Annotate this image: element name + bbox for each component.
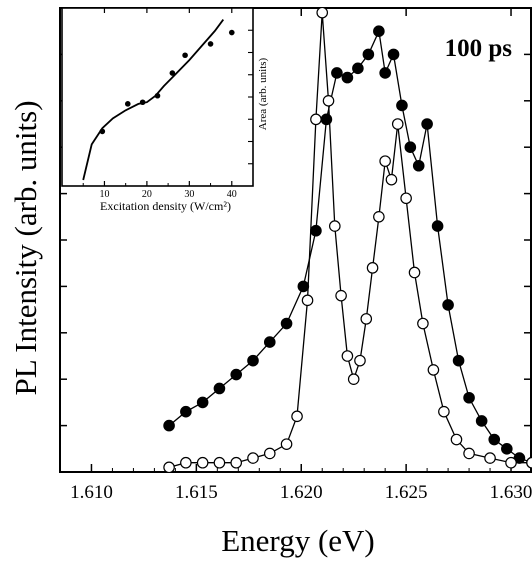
- filled-data-point: [488, 433, 501, 446]
- filled-data-point: [379, 67, 391, 79]
- inset-data-point: [124, 101, 131, 107]
- open-data-point: [335, 289, 347, 302]
- filled-data-point: [230, 368, 243, 381]
- inset-data-point: [207, 41, 214, 47]
- filled-data-point: [331, 67, 343, 79]
- filled-data-point: [362, 48, 375, 61]
- open-data-point: [526, 456, 532, 469]
- filled-data-point: [196, 396, 209, 409]
- open-data-point: [263, 447, 276, 460]
- filled-data-point: [310, 224, 322, 237]
- series-group: [163, 8, 532, 472]
- open-data-point: [329, 220, 341, 232]
- inset-data-point: [139, 99, 146, 106]
- panel-label: 100 ps: [445, 35, 513, 62]
- filled-data-point: [396, 99, 408, 112]
- open-data-point: [163, 461, 175, 472]
- inset-y-axis-title: Area (arb. units): [257, 57, 269, 130]
- open-data-point: [408, 266, 421, 279]
- open-data-point: [180, 456, 192, 469]
- open-data-point: [280, 438, 293, 450]
- filled-data-point: [501, 442, 513, 455]
- inset-data-point: [99, 128, 106, 135]
- open-data-point: [291, 410, 303, 423]
- open-data-point: [247, 452, 259, 464]
- open-data-point: [310, 113, 322, 126]
- filled-data-point: [421, 118, 433, 130]
- open-data-point: [373, 211, 385, 223]
- open-data-point: [385, 173, 398, 186]
- open-data-point: [450, 433, 463, 446]
- open-data-point: [379, 155, 391, 167]
- filled-data-point: [373, 25, 385, 37]
- filled-data-point: [431, 220, 444, 232]
- open-data-point: [213, 456, 226, 469]
- open-data-point: [400, 192, 412, 205]
- filled-data-point: [213, 382, 226, 395]
- open-data-point: [354, 354, 366, 367]
- filled-data-point: [404, 141, 417, 153]
- filled-data-point: [341, 71, 354, 84]
- filled-data-point: [297, 280, 310, 293]
- x-tick-label: 1.625: [385, 482, 428, 503]
- open-data-point: [341, 350, 354, 362]
- open-series-line: [168, 12, 532, 469]
- open-data-point: [347, 373, 360, 385]
- open-data-point: [196, 456, 209, 469]
- inset-data-point: [169, 70, 176, 76]
- filled-data-point: [442, 299, 454, 311]
- filled-data-point: [180, 405, 192, 418]
- x-axis-title: Energy (eV): [221, 523, 375, 558]
- open-data-point: [505, 456, 517, 469]
- inset-x-tick-label: 20: [142, 189, 152, 200]
- y-axis-title: PL Intensity (arb. units): [8, 100, 43, 395]
- filled-data-point: [163, 419, 175, 432]
- filled-data-point: [280, 317, 293, 330]
- main-plot: 1.610 1.615 1.620 1.625 1.630 Energy (eV) PL I…: [8, 7, 532, 558]
- open-data-point: [301, 294, 314, 307]
- inset-data-point: [154, 92, 161, 99]
- open-data-point: [427, 364, 440, 376]
- filled-data-point: [247, 354, 259, 367]
- inset-fit-line: [82, 19, 225, 181]
- filled-data-point: [452, 354, 465, 367]
- x-tick-label: 1.615: [175, 482, 218, 503]
- open-data-point: [417, 317, 429, 330]
- x-tick-label: 1.610: [70, 482, 113, 503]
- inset-data-point: [228, 29, 235, 36]
- inset-x-tick-label: 30: [184, 189, 194, 200]
- x-tick-label: 1.630: [490, 482, 532, 503]
- x-tick-label: 1.620: [280, 482, 323, 503]
- open-data-point: [366, 262, 379, 274]
- filled-data-point: [412, 159, 425, 172]
- inset-data-point: [182, 52, 188, 59]
- inset-x-axis-title: Excitation density (W/cm²): [100, 199, 231, 213]
- filled-data-point: [263, 336, 276, 348]
- filled-data-point: [463, 391, 475, 404]
- open-data-point: [360, 313, 373, 325]
- open-data-point: [463, 447, 475, 460]
- open-data-point: [391, 118, 404, 130]
- filled-data-point: [352, 62, 364, 75]
- inset-x-tick-label: 40: [227, 189, 237, 200]
- filled-data-point: [475, 415, 488, 427]
- open-data-point: [322, 95, 335, 107]
- open-data-point: [484, 452, 496, 464]
- filled-data-point: [387, 48, 400, 61]
- open-data-point: [316, 8, 329, 19]
- inset-x-tick-label: 10: [99, 189, 109, 200]
- open-data-point: [230, 456, 243, 469]
- open-data-point: [438, 405, 450, 418]
